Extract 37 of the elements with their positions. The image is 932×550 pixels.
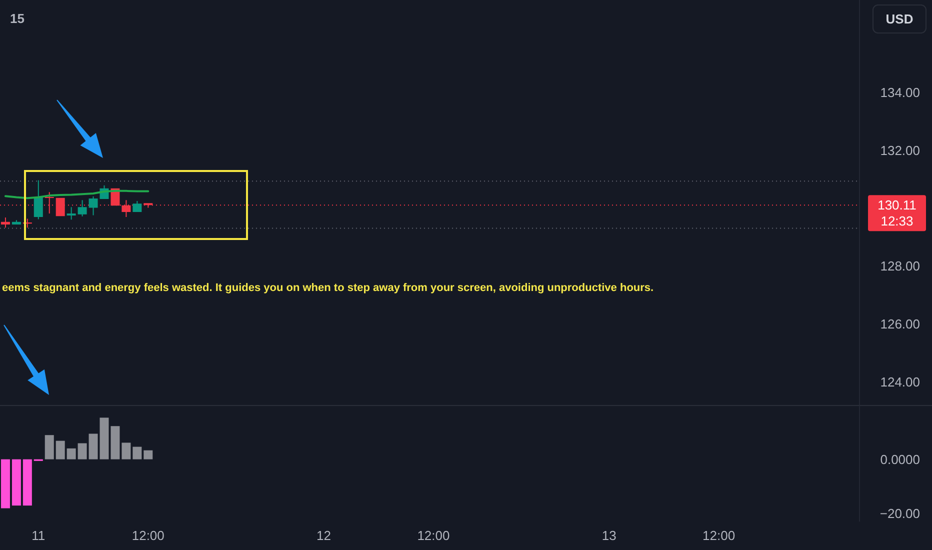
- x-tick-label: 13: [602, 528, 616, 543]
- x-tick-label: 12:00: [702, 528, 736, 543]
- x-tick-label: 11: [32, 528, 46, 543]
- bar: [144, 450, 153, 460]
- y-tick-label: 132.00: [880, 142, 920, 158]
- candlestick: [56, 198, 65, 216]
- line-series: [4, 190, 150, 200]
- bar: [132, 446, 142, 460]
- bar: [66, 448, 76, 460]
- x-tick-label: 12:00: [132, 528, 164, 543]
- candlestick: [12, 220, 21, 224]
- annotation: eems stagnant and energy feels wasted. It guides you on when to step away from your screen, avoiding unproductive hours.: [2, 282, 654, 294]
- y-tick-label: −20.00: [880, 506, 920, 522]
- candlestick: [66, 207, 76, 220]
- x-tick-label: 12: [316, 528, 331, 543]
- bar: [56, 440, 65, 460]
- bar: [110, 426, 120, 460]
- bar: [44, 435, 54, 460]
- candlestick: [78, 200, 87, 216]
- bar: [12, 459, 21, 506]
- y-tick-label: 124.00: [880, 374, 920, 390]
- y-tick-label: 0.0000: [880, 452, 920, 467]
- text: 15: [10, 11, 24, 26]
- ref-line-label: 130.11: [878, 198, 916, 213]
- bar: [122, 442, 131, 460]
- candlestick: [34, 180, 43, 220]
- text: 12:33: [880, 214, 914, 229]
- y-tick-label: 134.00: [880, 85, 920, 100]
- y-tick-label: 128.00: [880, 258, 920, 274]
- bar: [22, 459, 32, 506]
- bar: [0, 459, 10, 508]
- candlestick: [0, 218, 10, 228]
- y-axis-title: USD: [886, 12, 914, 26]
- bar: [78, 443, 87, 460]
- x-tick-label: 12:00: [417, 528, 450, 543]
- y-tick-label: 126.00: [880, 316, 920, 332]
- candlestick: [132, 201, 142, 212]
